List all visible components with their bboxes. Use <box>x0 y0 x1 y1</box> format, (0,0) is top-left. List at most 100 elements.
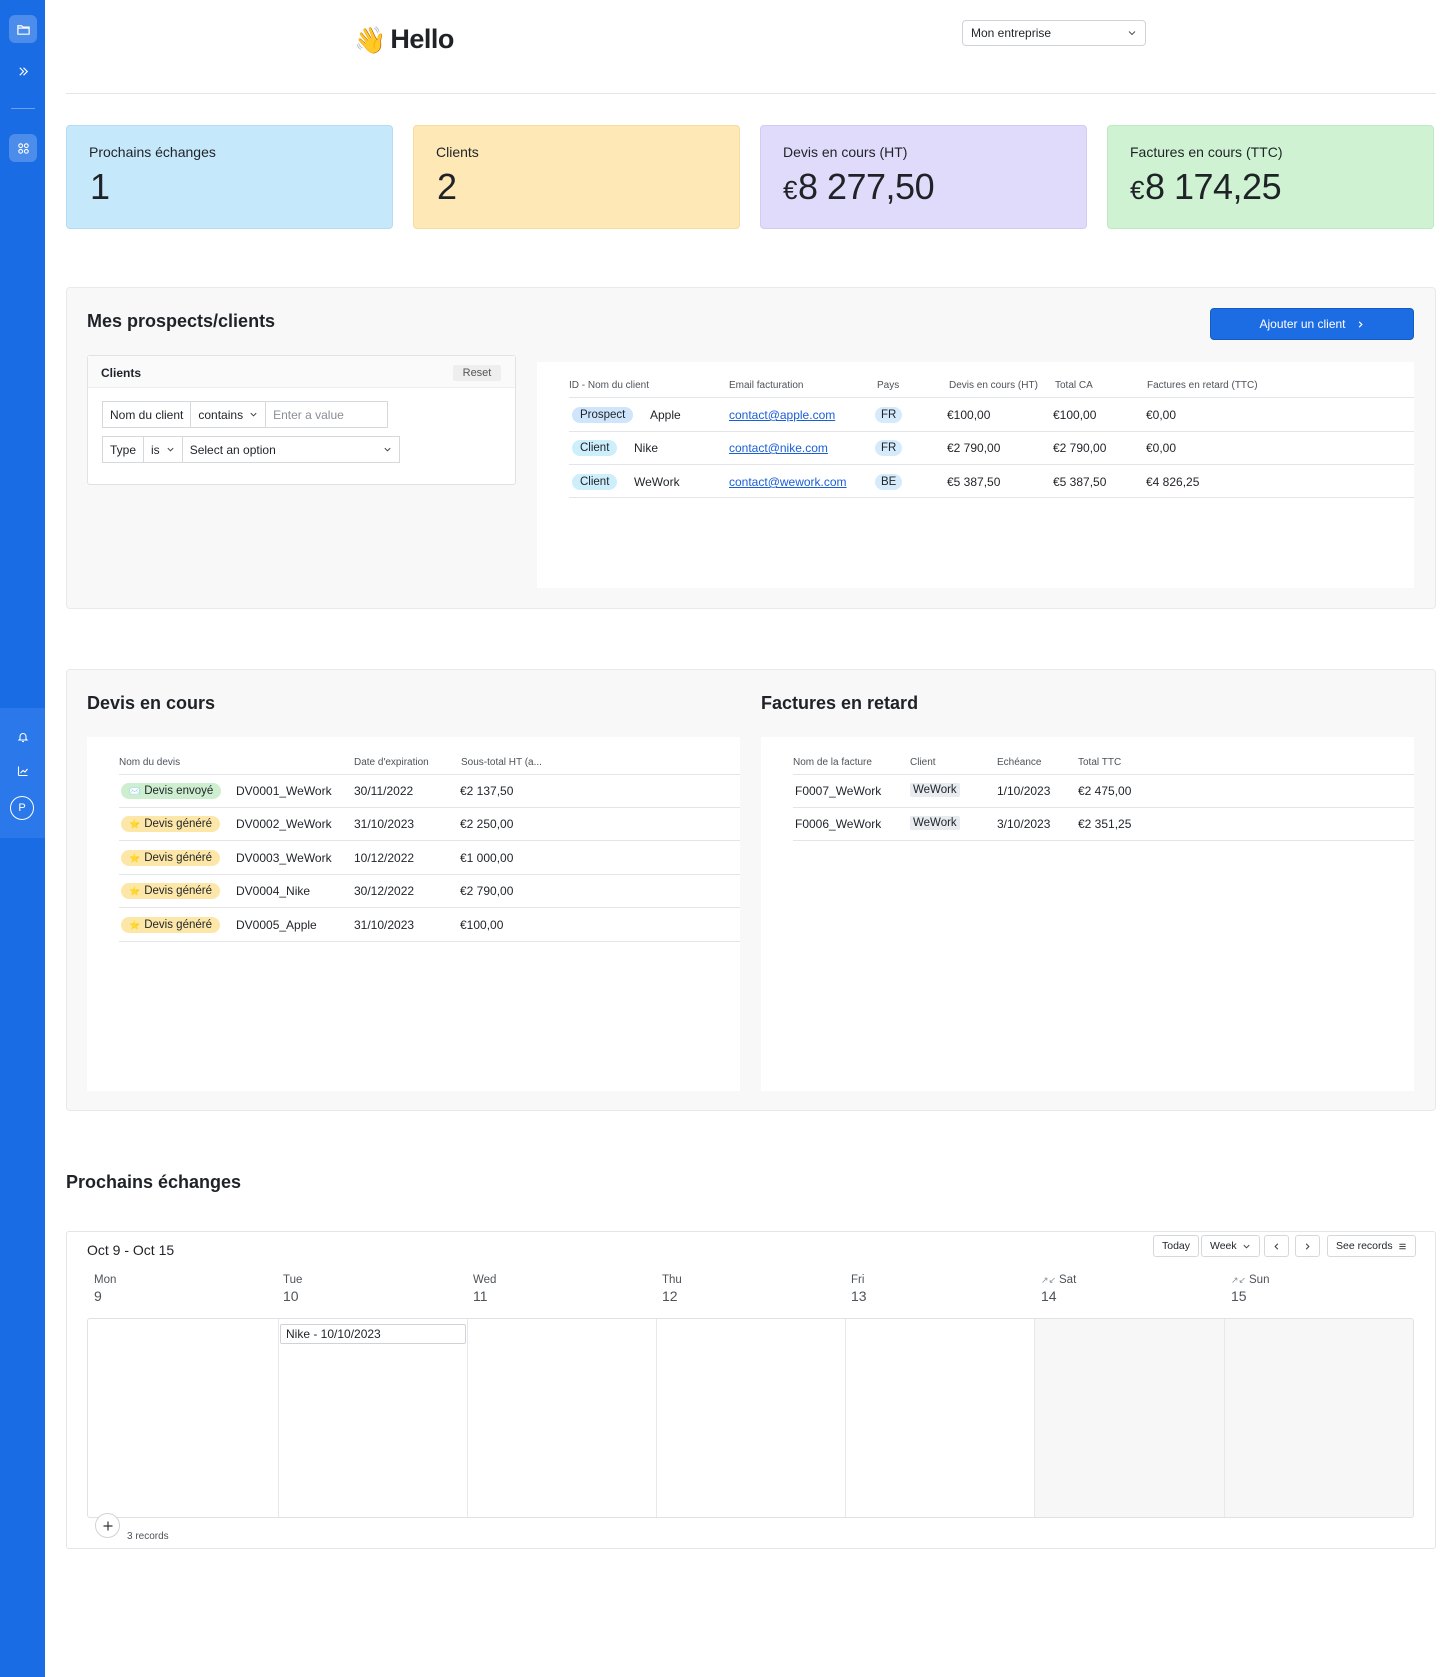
day-column[interactable] <box>278 1319 467 1517</box>
filter-select[interactable]: Select an option <box>181 436 400 463</box>
col-header: Factures en retard (TTC) <box>1147 380 1258 391</box>
filter-row-type: Type is Select an option <box>102 436 400 463</box>
folder-icon[interactable] <box>9 15 37 43</box>
client-email-link[interactable]: contact@nike.com <box>729 441 828 455</box>
devis-value: €100,00 <box>947 408 991 422</box>
devis-table: Nom du devis Date d'expiration Sous-tota… <box>87 737 740 1091</box>
day-column[interactable] <box>467 1319 656 1517</box>
day-number: 10 <box>283 1288 299 1304</box>
status-badge-generated: ⭐ Devis généré <box>121 816 220 832</box>
envelope-icon: ✉️ <box>129 785 141 796</box>
filter-operator[interactable]: is <box>143 436 183 463</box>
filter-row-name: Nom du client contains Enter a value <box>102 401 389 428</box>
filter-value-input[interactable]: Enter a value <box>265 401 389 428</box>
day-name: Thu <box>662 1274 682 1286</box>
devis-name[interactable]: DV0004_Nike <box>236 884 311 898</box>
bell-icon[interactable] <box>14 728 31 745</box>
devis-name[interactable]: DV0001_WeWork <box>236 784 332 798</box>
filter-operator[interactable]: contains <box>190 401 267 428</box>
day-column-weekend[interactable] <box>1224 1319 1413 1517</box>
day-column[interactable] <box>845 1319 1034 1517</box>
day-number: 12 <box>662 1288 678 1304</box>
star-icon: ⭐ <box>129 919 141 930</box>
sidebar: P <box>0 0 45 1677</box>
prev-week-button[interactable] <box>1264 1235 1289 1257</box>
type-badge: Client <box>572 440 618 456</box>
col-header: Devis en cours (HT) <box>949 380 1038 391</box>
add-client-button[interactable]: Ajouter un client <box>1210 308 1414 340</box>
clients-table: ID - Nom du client Email facturation Pay… <box>537 362 1414 588</box>
facture-total: €2 475,00 <box>1078 784 1132 798</box>
calendar-range: Oct 9 - Oct 15 <box>87 1242 175 1258</box>
retard-value: €0,00 <box>1146 441 1177 455</box>
country-badge: FR <box>875 440 903 456</box>
expand-sidebar-icon[interactable] <box>9 57 37 85</box>
calendar-grid <box>87 1318 1414 1518</box>
devis-date: 31/10/2023 <box>354 817 415 831</box>
chevron-right-icon <box>1358 320 1363 328</box>
greeting: 👋 Hello <box>354 24 454 55</box>
status-badge-sent: ✉️ Devis envoyé <box>121 783 222 799</box>
day-number: 14 <box>1041 1288 1057 1304</box>
day-name: Fri <box>851 1274 865 1286</box>
star-icon: ⭐ <box>129 852 141 863</box>
filter-field[interactable]: Nom du client <box>102 401 192 428</box>
company-select-value: Mon entreprise <box>971 26 1052 40</box>
factures-section-title: Factures en retard <box>761 693 919 713</box>
devis-section-title: Devis en cours <box>87 693 216 713</box>
add-record-button[interactable] <box>95 1513 120 1538</box>
devis-name[interactable]: DV0002_WeWork <box>236 817 332 831</box>
col-header: Total CA <box>1055 380 1093 391</box>
kpi-card-factures-en-cours[interactable]: Factures en cours (TTC) €8 174,25 <box>1107 125 1434 229</box>
status-badge-generated: ⭐ Devis généré <box>121 883 220 899</box>
kpi-card-clients[interactable]: Clients 2 <box>413 125 740 229</box>
day-name: Mon <box>94 1274 117 1286</box>
kpi-card-devis-en-cours[interactable]: Devis en cours (HT) €8 277,50 <box>760 125 1087 229</box>
star-icon: ⭐ <box>129 818 141 829</box>
devis-name[interactable]: DV0003_WeWork <box>236 851 332 865</box>
devis-date: 30/11/2022 <box>354 784 414 798</box>
avatar[interactable]: P <box>10 796 34 820</box>
next-week-button[interactable] <box>1295 1235 1320 1257</box>
day-column-weekend[interactable] <box>1034 1319 1224 1517</box>
kpi-value: 2 <box>437 166 457 207</box>
records-count: 3 records <box>127 1531 169 1542</box>
chart-icon[interactable] <box>14 762 31 779</box>
col-header: Sous-total HT (a... <box>461 757 542 768</box>
filter-field[interactable]: Type <box>102 436 145 463</box>
facture-name[interactable]: F0006_WeWork <box>795 817 882 831</box>
day-column[interactable] <box>656 1319 845 1517</box>
client-email-link[interactable]: contact@wework.com <box>729 475 847 489</box>
day-number: 9 <box>94 1288 102 1304</box>
retard-value: €4 826,25 <box>1146 475 1200 489</box>
add-client-button-label: Ajouter un client <box>1259 317 1346 331</box>
day-name: Wed <box>473 1274 497 1286</box>
company-select[interactable]: Mon entreprise <box>962 20 1146 46</box>
day-number: 13 <box>851 1288 867 1304</box>
client-email-link[interactable]: contact@apple.com <box>729 408 836 422</box>
calendar-event[interactable]: Nike - 10/10/2023 <box>280 1324 466 1344</box>
client-name[interactable]: Apple <box>650 408 681 422</box>
client-name[interactable]: WeWork <box>634 475 680 489</box>
plus-icon <box>103 1521 112 1530</box>
reset-button[interactable]: Reset <box>453 365 501 381</box>
see-records-button[interactable]: See records <box>1327 1235 1416 1257</box>
chevron-down-icon <box>250 412 257 417</box>
devis-value: €5 387,50 <box>947 475 1001 489</box>
kpi-value: 1 <box>90 166 110 207</box>
facture-name[interactable]: F0007_WeWork <box>795 784 882 798</box>
view-select[interactable]: Week <box>1201 1235 1260 1257</box>
kpi-value: €8 277,50 <box>783 166 935 207</box>
apps-icon[interactable] <box>9 134 37 162</box>
client-name[interactable]: Nike <box>634 441 659 455</box>
today-button[interactable]: Today <box>1153 1235 1200 1257</box>
kpi-label: Devis en cours (HT) <box>783 144 908 160</box>
kpi-card-prochains-echanges[interactable]: Prochains échanges 1 <box>66 125 393 229</box>
client-tag: WeWork <box>910 783 960 797</box>
day-column[interactable] <box>88 1319 278 1517</box>
filter-header: Clients Reset <box>88 356 515 388</box>
kpi-label: Factures en cours (TTC) <box>1130 144 1283 160</box>
facture-total: €2 351,25 <box>1078 817 1132 831</box>
chevron-left-icon <box>1274 1242 1279 1250</box>
devis-name[interactable]: DV0005_Apple <box>236 918 317 932</box>
